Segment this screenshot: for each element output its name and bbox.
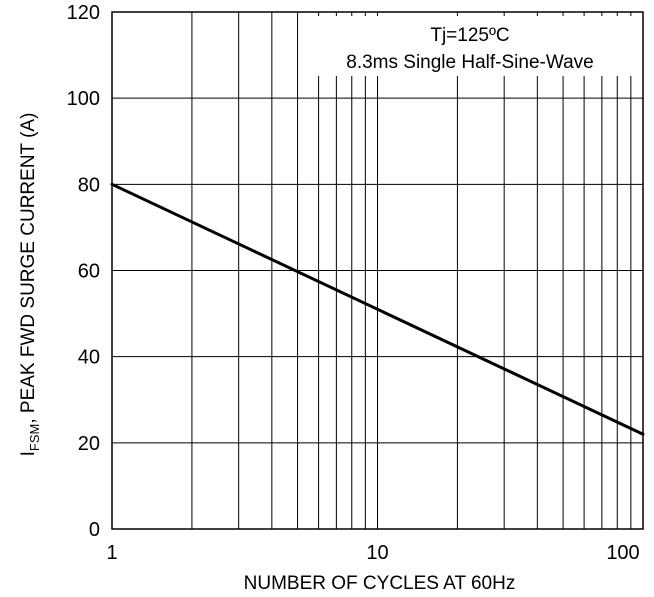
plot-frame [111, 11, 644, 530]
y-tick-label: 0 [89, 519, 100, 541]
surge-current-line [110, 182, 645, 436]
y-tick-label: 120 [67, 2, 100, 24]
grid-lines [112, 12, 643, 529]
x-tick-label: 100 [606, 542, 639, 564]
y-tick-label: 40 [78, 347, 100, 369]
y-axis-title: IFSM, PEAK FWD SURGE CURRENT (A) [18, 113, 42, 457]
y-tick-label: 60 [78, 261, 100, 283]
series-layer [110, 182, 645, 436]
annotation-temperature: Tj=125ºC [430, 25, 509, 46]
y-tick-label: 80 [78, 174, 100, 196]
y-tick-label: 20 [78, 433, 100, 455]
annotation-box [302, 16, 638, 76]
y-tick-label: 100 [67, 88, 100, 110]
y-axis-title-subscript: FSM [27, 424, 42, 451]
y-axis-title-text: , PEAK FWD SURGE CURRENT (A) [18, 113, 39, 424]
x-tick-label: 10 [366, 542, 388, 564]
annotation-waveform: 8.3ms Single Half-Sine-Wave [346, 52, 593, 73]
x-axis-title: NUMBER OF CYCLES AT 60Hz [244, 573, 516, 594]
y-axis-title-symbol: I [18, 451, 39, 456]
x-tick-label: 1 [106, 542, 117, 564]
